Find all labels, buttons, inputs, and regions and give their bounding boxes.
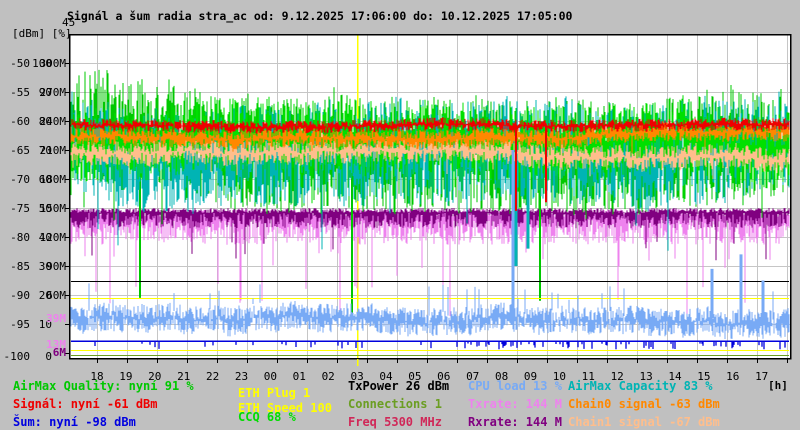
x-axis-hour-label: 17	[755, 370, 769, 383]
x-axis-hour-label: 12	[610, 370, 624, 383]
x-axis-hour-label: 01	[292, 370, 306, 383]
legend-item-ccq: CCQ 68 %	[238, 410, 296, 424]
y-axis-rate-label: 270M	[39, 86, 67, 99]
axis-units-label: [dBm] [%]	[12, 27, 72, 40]
y-axis-rate-label: 150M	[39, 202, 67, 215]
legend-item-airmax_quality: AirMax Quality: nyní 91 %	[13, 379, 194, 393]
legend-item-txrate: Txrate: 144 M	[468, 397, 562, 411]
x-axis-hour-label: 20	[148, 370, 162, 383]
y-axis-dbm-label: -70	[10, 173, 30, 186]
y-axis-pct-label: 30	[38, 260, 52, 273]
y-axis-dbm-label: -80	[10, 231, 30, 244]
x-axis-hour-label: 18	[90, 370, 104, 383]
rate-marker-label: 39M	[46, 312, 66, 325]
y-axis-dbm-label: -100	[3, 350, 31, 363]
x-axis-hour-label: 04	[379, 370, 393, 383]
y-axis-rate-label: 300M	[39, 57, 67, 70]
y-axis-dbm-label: -95	[10, 318, 30, 331]
plot-border	[68, 33, 792, 360]
y-axis-pct-label: 100	[32, 57, 52, 70]
x-axis-hour-label: 15	[697, 370, 711, 383]
chart-title: Signál a šum radia stra_ac od: 9.12.2025…	[67, 9, 573, 23]
y-axis-dbm-label: -90	[10, 289, 30, 302]
x-axis-hour-label: 05	[408, 370, 422, 383]
x-axis-hour-label: 16	[726, 370, 740, 383]
y-axis-pct-label: 90	[38, 86, 52, 99]
legend-item-eth_speed: ETH Speed 100	[238, 401, 332, 415]
y-axis-pct-label: 80	[38, 115, 52, 128]
legend-item-txpower: TxPower 26 dBm	[348, 379, 450, 393]
y-axis-rate-label: 120M	[39, 231, 67, 244]
x-axis-hour-label: 22	[205, 370, 220, 383]
axis-ticks	[65, 63, 788, 363]
y-axis-dbm-label: -60	[10, 115, 30, 128]
y-axis-pct-label: 20	[38, 289, 52, 302]
legend-item-eth_plug: ETH Plug 1	[238, 386, 311, 400]
x-axis-hour-label: 03	[350, 370, 364, 383]
y-axis-pct-label: 0	[45, 350, 52, 363]
legend-item-chain1_signal: Chain1 signal -67 dBm	[568, 415, 720, 429]
y-axis-rate-label: 240M	[39, 115, 67, 128]
x-axis-hour-label: 23	[234, 370, 249, 383]
x-axis-hour-label: 06	[437, 370, 451, 383]
y-axis-rate-label: 210M	[39, 144, 67, 157]
legend-item-freq: Freq 5300 MHz	[348, 415, 442, 429]
y-axis-dbm-label: -85	[10, 260, 30, 273]
rate-marker-label: 6M	[52, 346, 66, 359]
y-axis-dbm-label: -55	[10, 86, 30, 99]
legend-item-cpu_load: CPU load 13 %	[468, 379, 562, 393]
y-axis-pct-label: 40	[38, 231, 52, 244]
y-axis-pct-label: 70	[38, 144, 52, 157]
x-axis-hour-label: 21	[177, 370, 191, 383]
x-axis-hour-label: 00	[263, 370, 278, 383]
x-axis-hour-label: 10	[552, 370, 567, 383]
y-axis-dbm-label: -50	[10, 57, 30, 70]
y-axis-pct-label: 50	[38, 202, 52, 215]
cpu_load-spikes	[511, 150, 765, 319]
cpu_load-trace	[70, 283, 790, 339]
y-axis-top-value: 45	[62, 16, 76, 29]
rxrate-trace	[70, 208, 790, 261]
x-axis-hour-label: 11	[581, 370, 595, 383]
x-axis-hour-label: 07	[466, 370, 480, 383]
legend-item-chain0_signal: Chain0 signal -63 dBm	[568, 397, 720, 411]
rate-marker-label: 13M	[46, 338, 66, 351]
chain1_signal-trace	[70, 136, 790, 179]
y-axis-rate-label: 180M	[39, 173, 67, 186]
y-axis-rate-label: 90M	[46, 260, 66, 273]
noise-ticks	[94, 341, 786, 350]
y-axis-dbm-label: -65	[10, 144, 30, 157]
x-axis-hour-label: 14	[668, 370, 682, 383]
x-axis-hour-label: 19	[119, 370, 133, 383]
legend-item-signal: Signál: nyní -61 dBm	[13, 397, 158, 411]
legend-item-rxrate: Rxrate: 144 M	[468, 415, 562, 429]
signal-spikes	[515, 124, 547, 211]
x-axis-hour-label: 08	[494, 370, 509, 383]
x-axis-hour-label: 13	[639, 370, 653, 383]
y-axis-pct-label: 10	[38, 318, 52, 331]
hours-unit-label: [h]	[768, 379, 788, 392]
legend-item-airmax_capacity: AirMax Capacity 83 %	[568, 379, 713, 393]
x-axis-hour-label: 09	[523, 370, 538, 383]
x-axis-hour-label: 02	[321, 370, 335, 383]
y-axis-dbm-label: -75	[10, 202, 30, 215]
legend-item-noise: Šum: nyní -98 dBm	[13, 415, 136, 429]
y-axis-pct-label: 60	[38, 173, 52, 186]
signal-trace	[70, 117, 790, 134]
legend-item-connections: Connections 1	[348, 397, 442, 411]
y-axis-rate-label: 60M	[46, 289, 66, 302]
